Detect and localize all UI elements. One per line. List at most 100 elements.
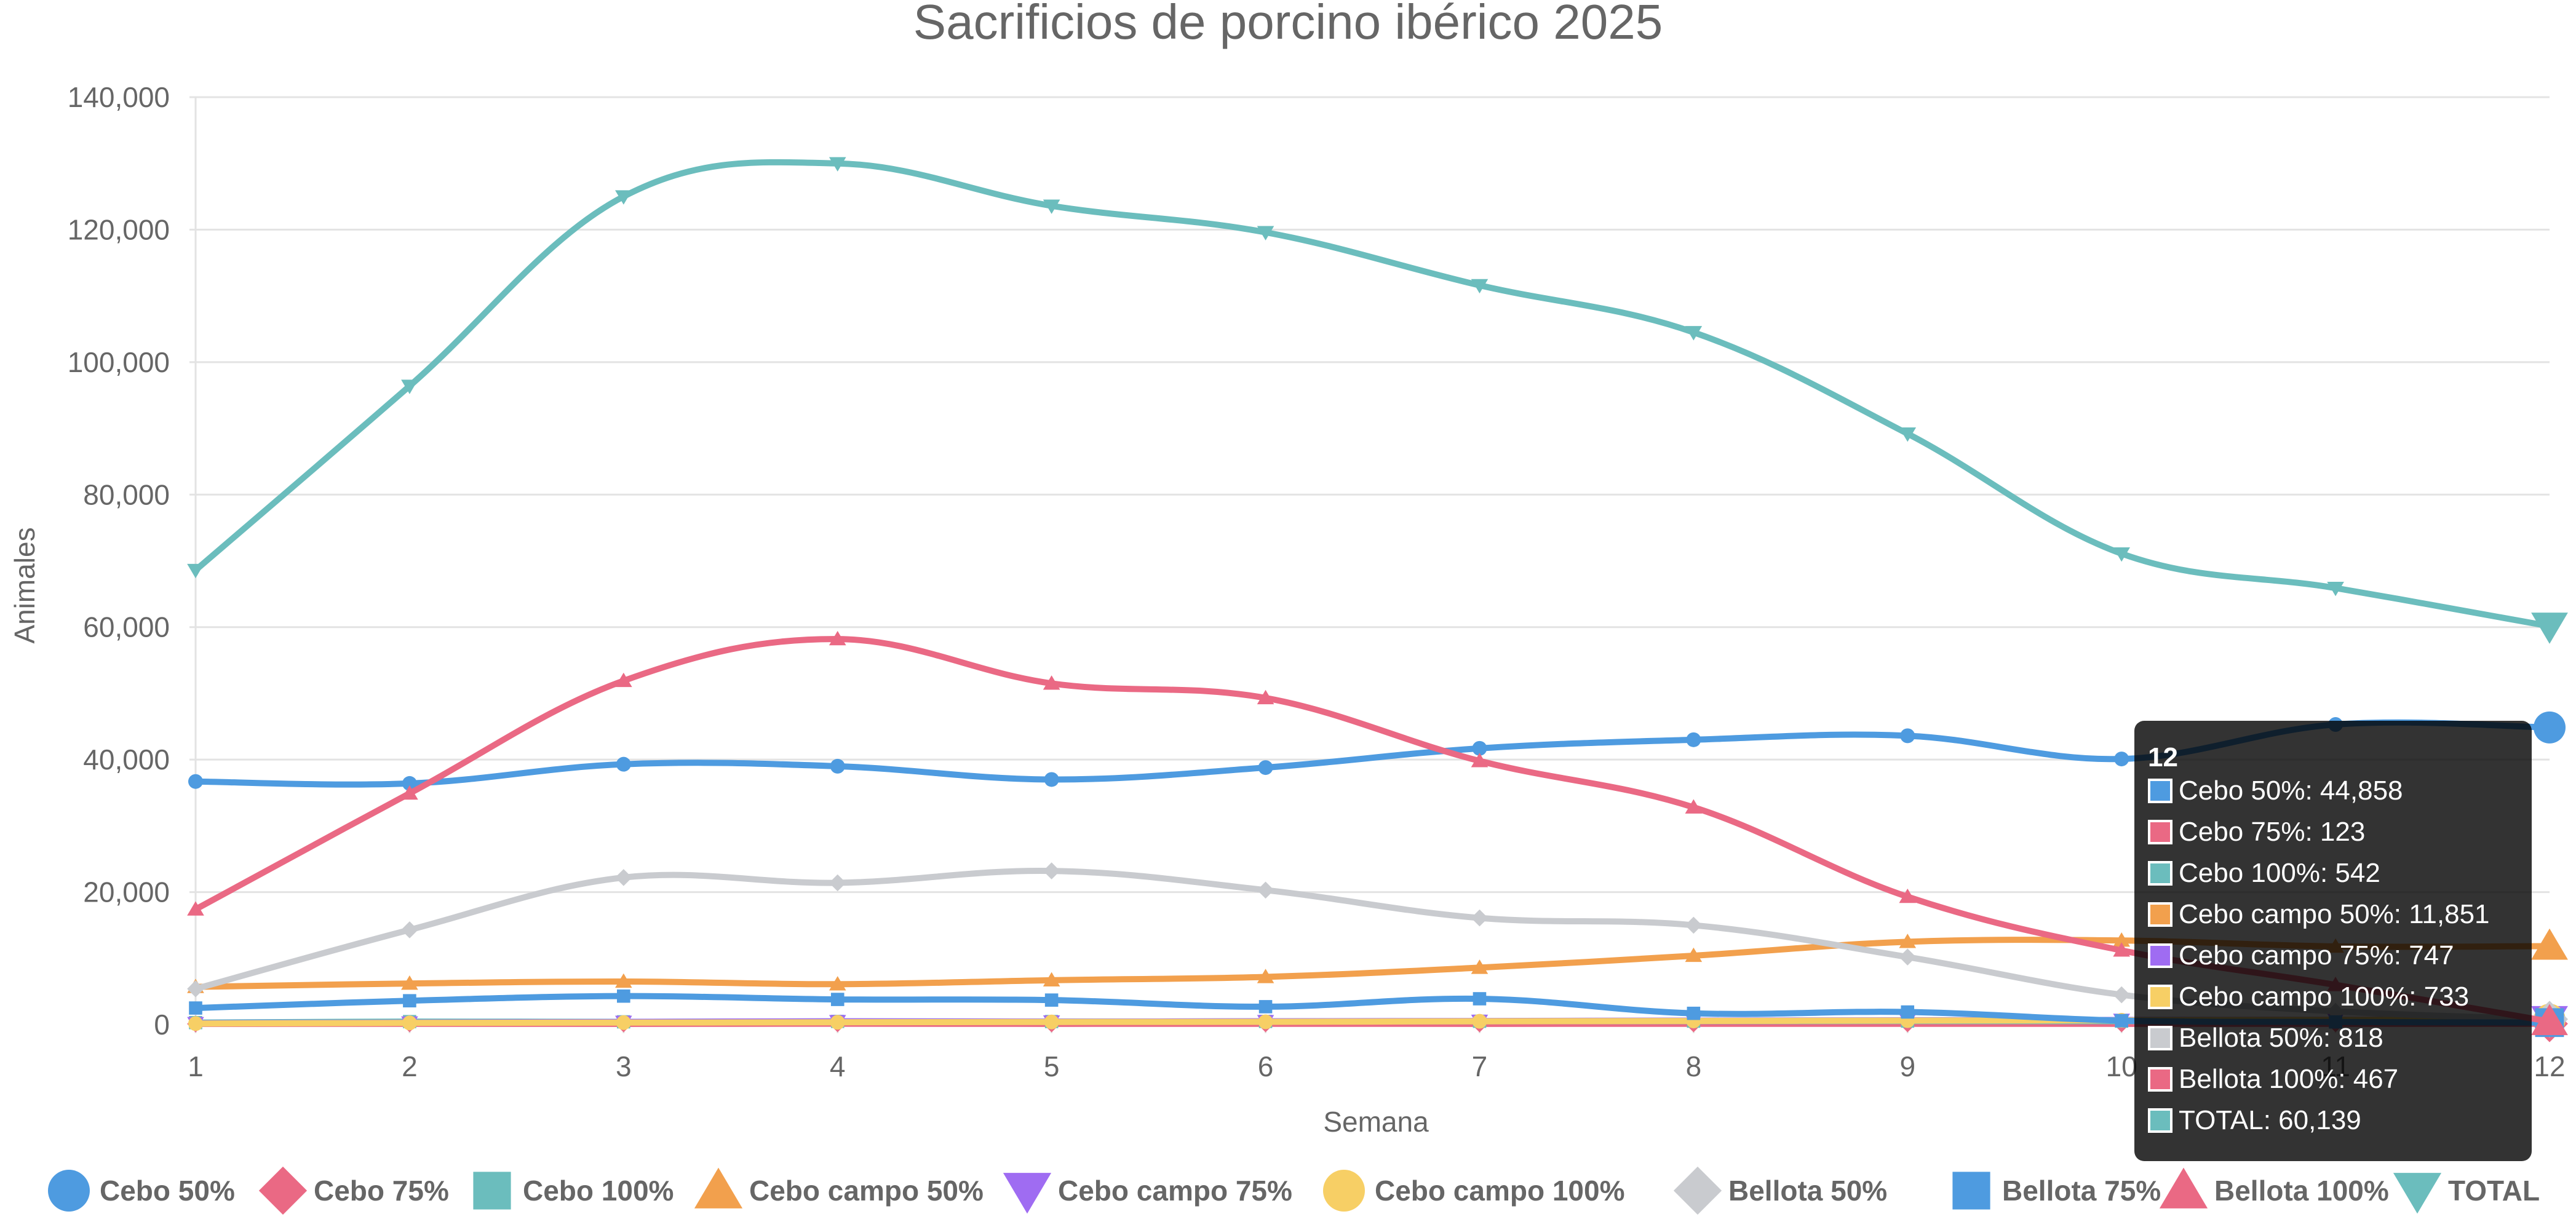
tooltip-swatch bbox=[2148, 1066, 2173, 1092]
data-point bbox=[830, 993, 845, 1006]
data-point bbox=[1258, 760, 1273, 776]
tooltip-swatch bbox=[2148, 943, 2173, 968]
data-point bbox=[615, 973, 632, 988]
legend-marker bbox=[48, 1170, 90, 1212]
data-point bbox=[1258, 1014, 1273, 1030]
data-point bbox=[1685, 947, 1703, 962]
legend-label[interactable]: Bellota 50% bbox=[1728, 1175, 1887, 1207]
data-point bbox=[1043, 675, 1060, 690]
data-point bbox=[1472, 1014, 1487, 1029]
legend-label[interactable]: Cebo 75% bbox=[314, 1175, 449, 1207]
y-tick-label: 60,000 bbox=[83, 611, 170, 643]
data-point bbox=[1471, 279, 1489, 294]
legend-label[interactable]: Cebo campo 50% bbox=[749, 1175, 984, 1207]
data-point bbox=[2113, 932, 2130, 947]
legend-label[interactable]: Bellota 100% bbox=[2214, 1175, 2389, 1207]
series-9 bbox=[187, 157, 2568, 644]
tooltip-swatch bbox=[2148, 778, 2173, 803]
x-tick-label: 10 bbox=[2106, 1050, 2137, 1082]
legend-marker bbox=[258, 1166, 308, 1215]
data-point bbox=[189, 1001, 202, 1015]
tooltip-row-label: Cebo campo 50%: 11,851 bbox=[2179, 899, 2490, 929]
x-axis-label: Semana bbox=[1323, 1106, 1429, 1138]
x-tick-label: 2 bbox=[402, 1050, 418, 1082]
data-point bbox=[829, 630, 846, 646]
data-point bbox=[1043, 862, 1060, 879]
chart-title: Sacrificios de porcino ibérico 2025 bbox=[913, 0, 1663, 49]
data-point bbox=[1258, 1000, 1273, 1014]
tooltip-row-label: Cebo 50%: 44,858 bbox=[2179, 775, 2403, 806]
data-point bbox=[2114, 752, 2129, 767]
data-point bbox=[2113, 942, 2130, 957]
data-point bbox=[1472, 740, 1487, 756]
y-tick-label: 80,000 bbox=[83, 478, 170, 510]
y-tick-label: 140,000 bbox=[68, 81, 170, 113]
tooltip-row: Cebo 50%: 44,858 bbox=[2148, 770, 2518, 811]
y-tick-label: 120,000 bbox=[68, 213, 170, 245]
tooltip-row-label: Cebo campo 100%: 733 bbox=[2179, 981, 2470, 1012]
x-tick-label: 3 bbox=[616, 1050, 632, 1082]
y-tick-label: 40,000 bbox=[83, 744, 170, 776]
data-point bbox=[1257, 881, 1274, 899]
tooltip-row: Bellota 50%: 818 bbox=[2148, 1017, 2518, 1058]
tooltip-row-label: TOTAL: 60,139 bbox=[2179, 1105, 2361, 1135]
data-point bbox=[616, 756, 631, 772]
tooltip-row-label: Bellota 100%: 467 bbox=[2179, 1063, 2399, 1094]
legend-label[interactable]: Cebo 50% bbox=[100, 1175, 235, 1207]
data-point bbox=[187, 563, 204, 579]
data-point bbox=[401, 379, 418, 394]
legend-marker bbox=[1673, 1166, 1722, 1215]
data-point bbox=[1685, 916, 1703, 934]
data-point bbox=[187, 901, 204, 916]
x-tick-label: 12 bbox=[2534, 1050, 2565, 1082]
x-tick-label: 7 bbox=[1472, 1050, 1488, 1082]
data-point bbox=[1471, 909, 1489, 927]
data-point bbox=[1043, 972, 1060, 987]
data-point bbox=[617, 989, 630, 1003]
data-point bbox=[402, 1015, 417, 1031]
data-point bbox=[615, 672, 632, 688]
data-point bbox=[830, 1015, 845, 1030]
legend-label[interactable]: Cebo campo 100% bbox=[1375, 1175, 1624, 1207]
data-point bbox=[1686, 732, 1701, 747]
legend-label[interactable]: Bellota 75% bbox=[2002, 1175, 2161, 1207]
data-point bbox=[401, 975, 418, 990]
tooltip-swatch bbox=[2148, 860, 2173, 886]
legend-label[interactable]: Cebo campo 75% bbox=[1058, 1175, 1292, 1207]
tooltip-row-label: Cebo 75%: 123 bbox=[2179, 816, 2366, 847]
tooltip-row-label: Cebo 100%: 542 bbox=[2179, 857, 2380, 888]
data-point bbox=[1043, 199, 1060, 214]
data-point bbox=[1900, 728, 1915, 744]
tooltip-row: Cebo 75%: 123 bbox=[2148, 811, 2518, 852]
tooltip-swatch bbox=[2148, 902, 2173, 927]
tooltip-swatch bbox=[2148, 1108, 2173, 1133]
data-point bbox=[187, 980, 204, 998]
y-tick-label: 20,000 bbox=[83, 876, 170, 908]
legend-label[interactable]: TOTAL bbox=[2448, 1175, 2540, 1207]
data-point bbox=[615, 869, 632, 886]
data-point bbox=[1257, 226, 1274, 240]
data-point bbox=[2534, 711, 2566, 744]
tooltip-row: Cebo 100%: 542 bbox=[2148, 852, 2518, 894]
data-point bbox=[829, 874, 846, 892]
series-line bbox=[193, 159, 2553, 630]
x-axis-tick-labels: 123456789101112 bbox=[188, 1050, 2565, 1082]
data-point bbox=[1899, 888, 1917, 903]
tooltip-row: Cebo campo 75%: 747 bbox=[2148, 935, 2518, 976]
data-point bbox=[1687, 1006, 1701, 1020]
data-point bbox=[1044, 1014, 1059, 1030]
tooltip-swatch bbox=[2148, 819, 2173, 844]
data-point bbox=[402, 776, 417, 791]
x-tick-label: 1 bbox=[188, 1050, 204, 1082]
tooltip-title: 12 bbox=[2148, 742, 2178, 772]
tooltip-row: Cebo campo 50%: 11,851 bbox=[2148, 894, 2518, 935]
data-point bbox=[1471, 753, 1489, 768]
hover-tooltip: 12 Cebo 50%: 44,858 Cebo 75%: 123 Cebo 100… bbox=[2134, 721, 2532, 1161]
data-point bbox=[616, 1015, 631, 1030]
data-point bbox=[403, 994, 416, 1008]
data-point bbox=[1044, 993, 1059, 1007]
x-tick-label: 4 bbox=[830, 1050, 846, 1082]
legend-label[interactable]: Cebo 100% bbox=[523, 1175, 674, 1207]
data-point bbox=[2115, 1014, 2128, 1028]
